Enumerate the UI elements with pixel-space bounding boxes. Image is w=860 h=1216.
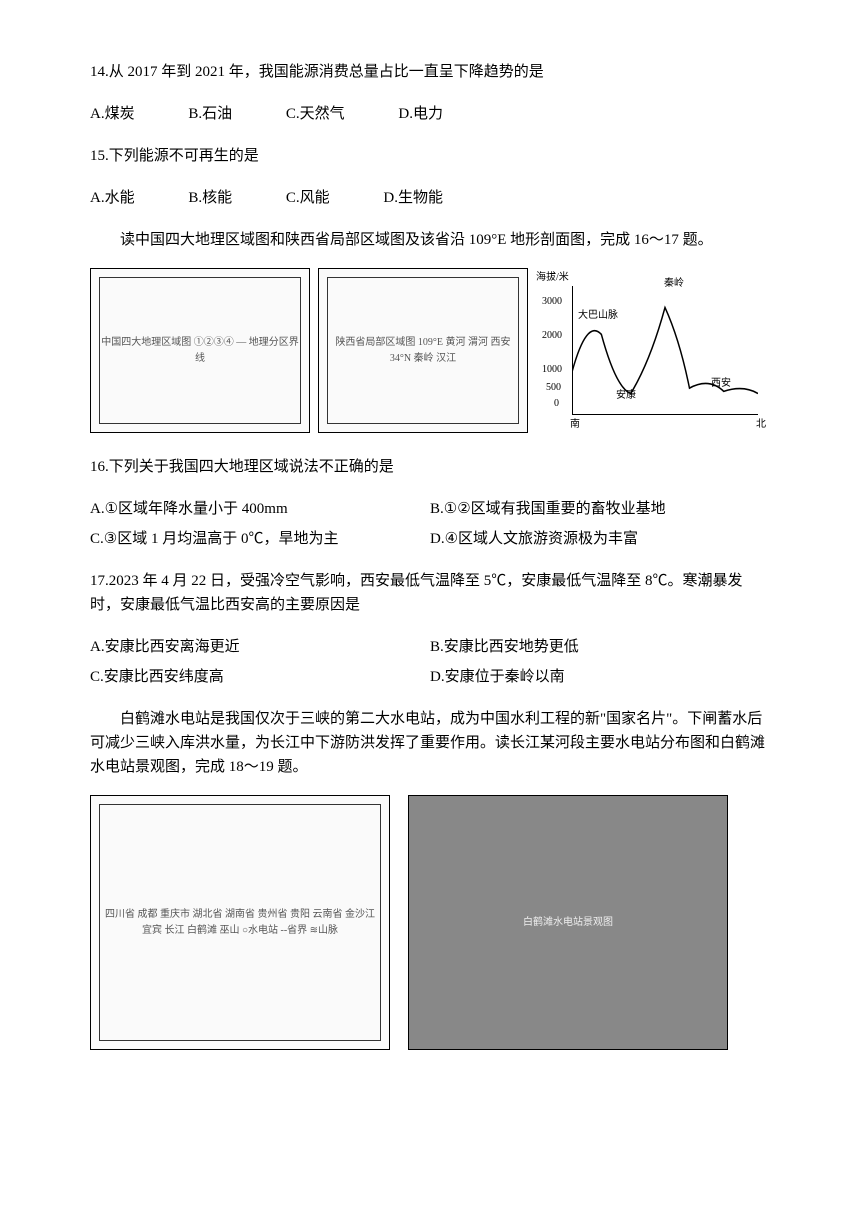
context-18-19: 白鹤滩水电站是我国仅次于三峡的第二大水电站，成为中国水利工程的新"国家名片"。下… xyxy=(90,707,770,779)
label-xian: 西安 xyxy=(711,376,731,392)
q15-opt-a: A.水能 xyxy=(90,190,135,206)
figure-baihetan-photo: 白鹤滩水电站景观图 xyxy=(408,795,728,1050)
q17-opt-d: D.安康位于秦岭以南 xyxy=(430,665,770,689)
fig5-caption: 白鹤滩水电站景观图 xyxy=(523,915,613,931)
q15-opt-b: B.核能 xyxy=(188,190,232,206)
q14-opt-b: B.石油 xyxy=(188,106,232,122)
figure-row-2: 四川省 成都 重庆市 湖北省 湖南省 贵州省 贵阳 云南省 金沙江 宜宾 长江 … xyxy=(90,795,770,1050)
q17-opt-c: C.安康比西安纬度高 xyxy=(90,665,430,689)
label-daba: 大巴山脉 xyxy=(578,308,618,324)
question-14: 14.从 2017 年到 2021 年，我国能源消费总量占比一直呈下降趋势的是 xyxy=(90,60,770,84)
elev-tick-2000: 2000 xyxy=(542,328,562,344)
q14-opt-d: D.电力 xyxy=(398,106,443,122)
figure-elevation-profile: 海拔/米 3000 2000 1000 500 0 大巴山脉 安康 秦岭 西安 … xyxy=(536,268,766,433)
elev-north: 北 xyxy=(756,417,766,433)
q16-opt-b: B.①②区域有我国重要的畜牧业基地 xyxy=(430,497,770,521)
fig2-caption: 陕西省局部区域图 109°E 黄河 渭河 西安 34°N 秦岭 汉江 xyxy=(319,329,527,373)
elev-tick-3000: 3000 xyxy=(542,294,562,310)
question-17: 17.2023 年 4 月 22 日，受强冷空气影响，西安最低气温降至 5℃，安… xyxy=(90,569,770,617)
label-qinling: 秦岭 xyxy=(664,276,684,292)
q15-opt-c: C.风能 xyxy=(286,190,330,206)
elev-south: 南 xyxy=(570,417,580,433)
elev-ylabel: 海拔/米 xyxy=(536,270,569,286)
question-16: 16.下列关于我国四大地理区域说法不正确的是 xyxy=(90,455,770,479)
elev-tick-0: 0 xyxy=(554,396,559,412)
question-15-options: A.水能 B.核能 C.风能 D.生物能 xyxy=(90,186,770,210)
figure-china-regions: 中国四大地理区域图 ①②③④ — 地理分区界线 xyxy=(90,268,310,433)
q16-opt-c: C.③区域 1 月均温高于 0℃，旱地为主 xyxy=(90,527,430,551)
context-16-17: 读中国四大地理区域图和陕西省局部区域图及该省沿 109°E 地形剖面图，完成 1… xyxy=(90,228,770,252)
question-16-options: A.①区域年降水量小于 400mm B.①②区域有我国重要的畜牧业基地 C.③区… xyxy=(90,497,770,557)
q14-opt-c: C.天然气 xyxy=(286,106,345,122)
q17-opt-b: B.安康比西安地势更低 xyxy=(430,635,770,659)
figure-shaanxi: 陕西省局部区域图 109°E 黄河 渭河 西安 34°N 秦岭 汉江 xyxy=(318,268,528,433)
elev-tick-1000: 1000 xyxy=(542,362,562,378)
q15-opt-d: D.生物能 xyxy=(383,190,443,206)
fig4-caption: 四川省 成都 重庆市 湖北省 湖南省 贵州省 贵阳 云南省 金沙江 宜宾 长江 … xyxy=(91,897,389,949)
fig1-caption: 中国四大地理区域图 ①②③④ — 地理分区界线 xyxy=(91,329,309,373)
label-ankang: 安康 xyxy=(616,388,636,404)
q17-opt-a: A.安康比西安离海更近 xyxy=(90,635,430,659)
q16-opt-d: D.④区域人文旅游资源极为丰富 xyxy=(430,527,770,551)
elev-tick-500: 500 xyxy=(546,380,561,396)
elev-profile-path xyxy=(572,286,758,415)
figure-yangtze-stations: 四川省 成都 重庆市 湖北省 湖南省 贵州省 贵阳 云南省 金沙江 宜宾 长江 … xyxy=(90,795,390,1050)
q16-opt-a: A.①区域年降水量小于 400mm xyxy=(90,497,430,521)
q14-opt-a: A.煤炭 xyxy=(90,106,135,122)
question-14-options: A.煤炭 B.石油 C.天然气 D.电力 xyxy=(90,102,770,126)
question-15: 15.下列能源不可再生的是 xyxy=(90,144,770,168)
figure-row-1: 中国四大地理区域图 ①②③④ — 地理分区界线 陕西省局部区域图 109°E 黄… xyxy=(90,268,770,433)
question-17-options: A.安康比西安离海更近 B.安康比西安地势更低 C.安康比西安纬度高 D.安康位… xyxy=(90,635,770,695)
